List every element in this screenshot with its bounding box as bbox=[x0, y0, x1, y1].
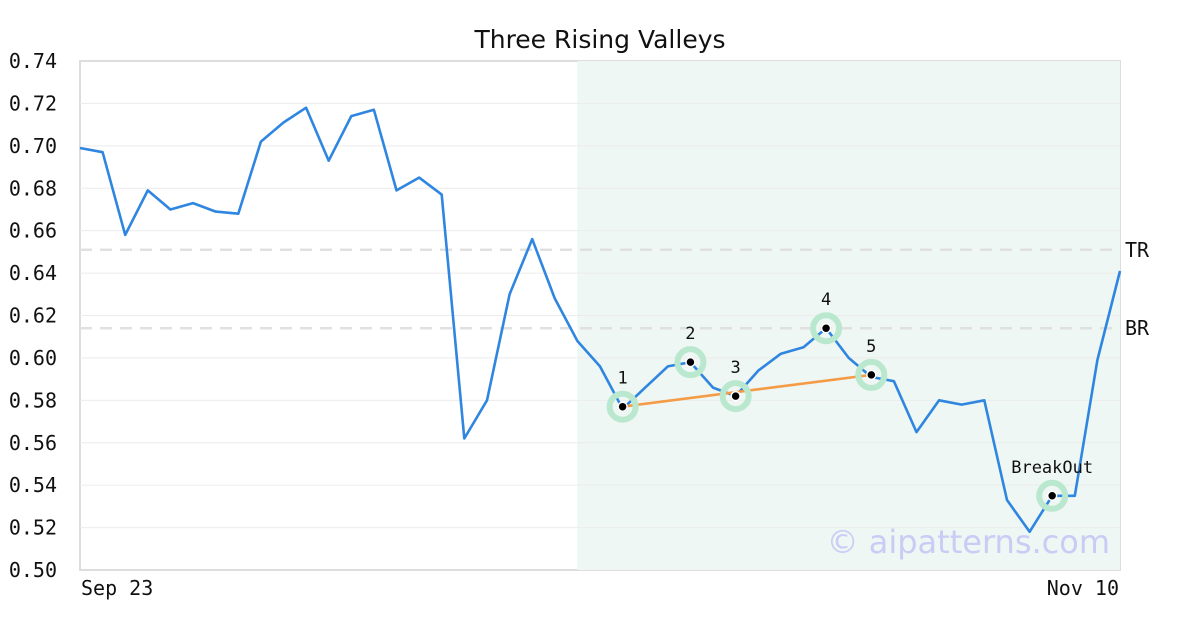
marker-halo-5 bbox=[855, 358, 888, 391]
reference-label-br: BR bbox=[1125, 316, 1150, 340]
marker-label-3: 3 bbox=[731, 358, 741, 378]
marker-point-2 bbox=[685, 356, 696, 368]
y-tick-label: 0.56 bbox=[9, 431, 57, 455]
marker-halo-breakout bbox=[1036, 479, 1069, 512]
y-tick-label: 0.54 bbox=[9, 473, 57, 497]
marker-label-2: 2 bbox=[685, 324, 695, 344]
reference-label-tr: TR bbox=[1125, 238, 1150, 262]
y-tick-label: 0.66 bbox=[9, 219, 57, 243]
y-tick-label: 0.72 bbox=[9, 91, 57, 115]
marker-halo-1 bbox=[606, 390, 639, 423]
marker-label-4: 4 bbox=[821, 290, 831, 310]
marker-label-breakout: BreakOut bbox=[1011, 458, 1093, 478]
y-tick-label: 0.60 bbox=[9, 346, 57, 370]
x-tick-label: Sep 23 bbox=[81, 576, 153, 600]
y-tick-label: 0.50 bbox=[9, 558, 57, 582]
marker-point-3 bbox=[730, 390, 741, 402]
watermark: © aipatterns.com bbox=[827, 523, 1110, 561]
marker-point-5 bbox=[866, 369, 877, 381]
marker-label-1: 1 bbox=[617, 369, 627, 389]
y-tick-label: 0.68 bbox=[9, 176, 57, 200]
price-line bbox=[79, 106, 1122, 534]
x-tick-label: Nov 10 bbox=[1047, 576, 1119, 600]
marker-halo-3 bbox=[719, 380, 752, 413]
y-tick-label: 0.62 bbox=[9, 304, 57, 328]
chart-title: Three Rising Valleys bbox=[473, 25, 725, 54]
marker-point-breakout bbox=[1046, 490, 1058, 502]
y-tick-label: 0.64 bbox=[9, 261, 57, 285]
marker-point-4 bbox=[820, 322, 832, 334]
y-tick-label: 0.70 bbox=[9, 134, 57, 158]
y-tick-label: 0.52 bbox=[9, 516, 57, 540]
marker-halo-2 bbox=[674, 346, 707, 379]
marker-label-5: 5 bbox=[866, 337, 876, 357]
y-tick-label: 0.74 bbox=[9, 49, 57, 73]
marker-halo-4 bbox=[810, 312, 843, 345]
marker-point-1 bbox=[617, 401, 628, 412]
y-tick-label: 0.58 bbox=[9, 388, 57, 412]
